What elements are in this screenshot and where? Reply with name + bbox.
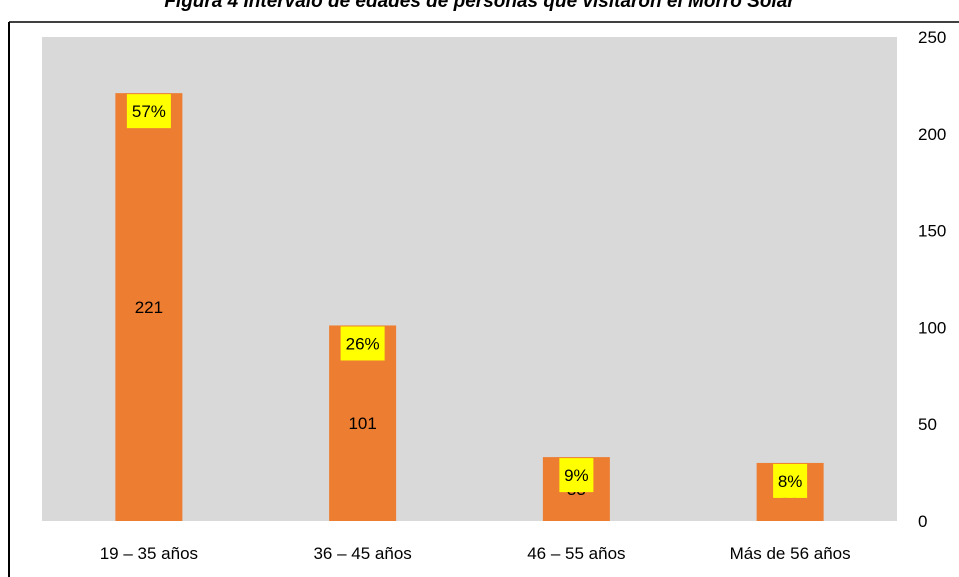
bar (115, 93, 183, 522)
y-tick-label: 250 (918, 28, 946, 47)
percent-label: 9% (564, 466, 589, 485)
x-category-label: 19 – 35 años (100, 544, 198, 563)
percent-label: 57% (132, 102, 166, 121)
chart-title: Figura 4 Intervalo de edades de personas… (164, 0, 795, 12)
x-category-label: 36 – 45 años (313, 544, 411, 563)
percent-label-box (340, 326, 385, 361)
y-tick-label: 0 (918, 512, 927, 531)
percent-label-box (559, 458, 594, 493)
y-tick-label: 100 (918, 318, 946, 337)
y-tick-label: 50 (918, 415, 937, 434)
y-tick-label: 200 (918, 125, 946, 144)
value-label: 221 (135, 298, 163, 317)
x-category-label: 46 – 55 años (527, 544, 625, 563)
value-label: 101 (348, 414, 376, 433)
percent-label-box (126, 94, 171, 129)
y-tick-label: 150 (918, 222, 946, 241)
x-category-label: Más de 56 años (730, 544, 851, 563)
percent-label: 8% (778, 472, 803, 491)
plot-area (42, 37, 897, 521)
percent-label: 26% (346, 334, 380, 353)
percent-label-box (773, 463, 808, 498)
